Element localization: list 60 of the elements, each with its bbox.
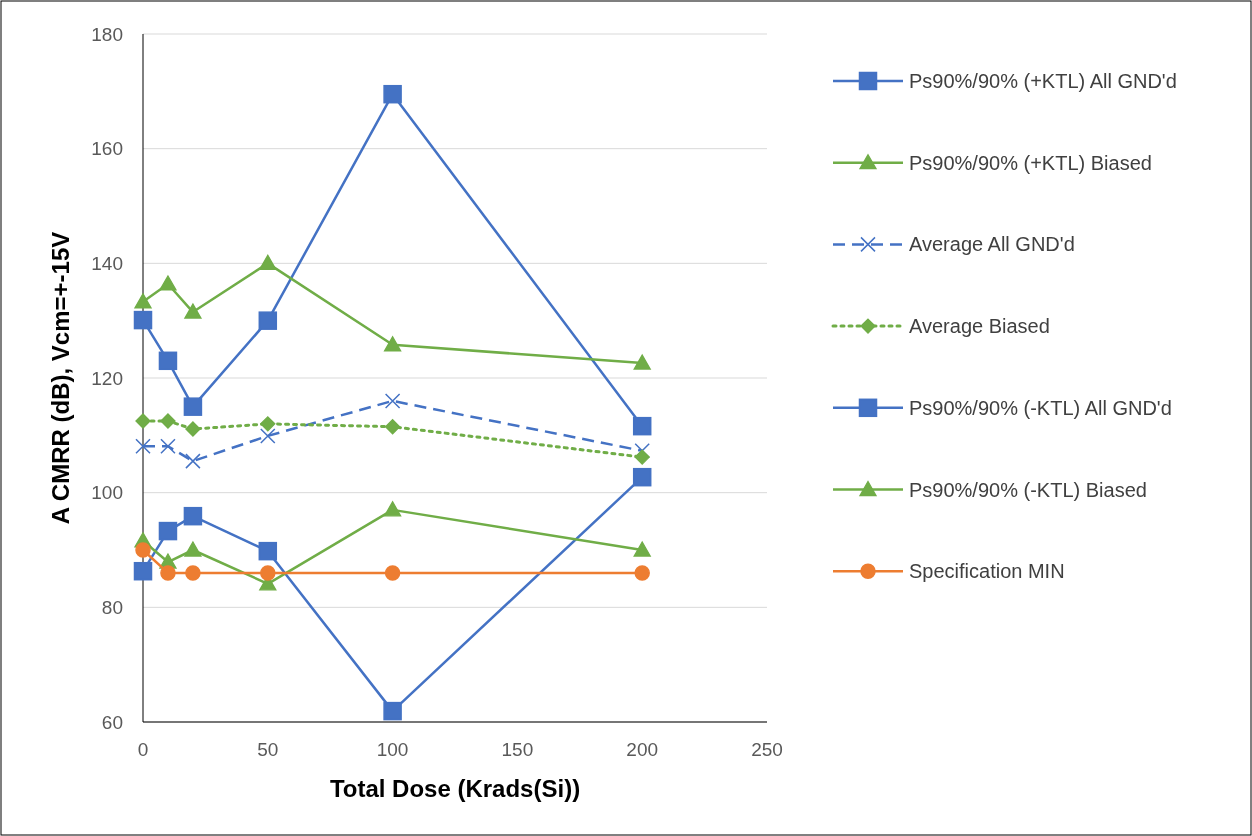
- point: [634, 565, 650, 581]
- legend-label: Average Biased: [909, 315, 1050, 338]
- point: [160, 438, 176, 454]
- point: [383, 501, 402, 517]
- legend-label: Average All GND'd: [909, 233, 1075, 256]
- y-tick-label: 80: [101, 596, 123, 618]
- y-tick-label: 120: [91, 367, 123, 389]
- point: [633, 354, 651, 370]
- point: [383, 336, 402, 352]
- point: [134, 293, 152, 309]
- y-tick-label: 140: [91, 252, 123, 274]
- point: [135, 413, 151, 429]
- y-tick-label: 60: [101, 711, 123, 733]
- point: [383, 84, 402, 104]
- point: [384, 419, 401, 435]
- legend-label: Ps90%/90% (-KTL) Biased: [909, 478, 1147, 501]
- point: [260, 416, 276, 432]
- point: [183, 397, 203, 416]
- point: [384, 393, 401, 409]
- x-tick-label: 250: [751, 739, 783, 760]
- point: [258, 311, 278, 330]
- x-tick-label: 100: [376, 739, 409, 760]
- point: [383, 701, 402, 721]
- point: [133, 310, 153, 330]
- legend-label: Ps90%/90% (-KTL) All GND'd: [909, 396, 1172, 419]
- point: [185, 453, 201, 469]
- legend-label: Specification MIN: [909, 560, 1065, 583]
- point: [158, 521, 178, 541]
- point: [260, 428, 276, 444]
- y-tick-label: 180: [91, 23, 123, 45]
- point: [159, 275, 177, 291]
- x-tick-label: 150: [501, 739, 534, 760]
- point: [185, 565, 201, 581]
- y-axis-title: A CMRR (dB), Vcm=+-15V: [47, 231, 74, 525]
- point: [184, 303, 202, 319]
- point: [135, 542, 151, 558]
- y-tick-label: 100: [91, 482, 123, 504]
- point: [183, 506, 203, 526]
- point: [185, 421, 201, 437]
- point: [160, 413, 176, 429]
- legend-label: Ps90%/90% (+KTL) All GND'd: [909, 70, 1177, 92]
- point: [160, 565, 176, 581]
- point: [260, 565, 276, 581]
- point: [258, 541, 278, 561]
- point: [634, 449, 650, 465]
- point: [135, 438, 151, 454]
- point: [133, 561, 153, 581]
- x-tick-label: 200: [626, 739, 659, 760]
- point: [184, 541, 202, 557]
- point: [384, 565, 401, 581]
- point: [632, 467, 652, 487]
- point: [259, 254, 277, 270]
- point: [632, 416, 652, 436]
- x-tick-label: 50: [257, 739, 279, 760]
- point: [633, 541, 651, 557]
- y-tick-label: 160: [91, 138, 123, 160]
- x-tick-label: 0: [137, 739, 149, 760]
- legend-label: Ps90%/90% (+KTL) Biased: [909, 151, 1152, 174]
- point: [158, 351, 178, 371]
- x-axis-title: Total Dose (Krads(Si)): [329, 775, 581, 802]
